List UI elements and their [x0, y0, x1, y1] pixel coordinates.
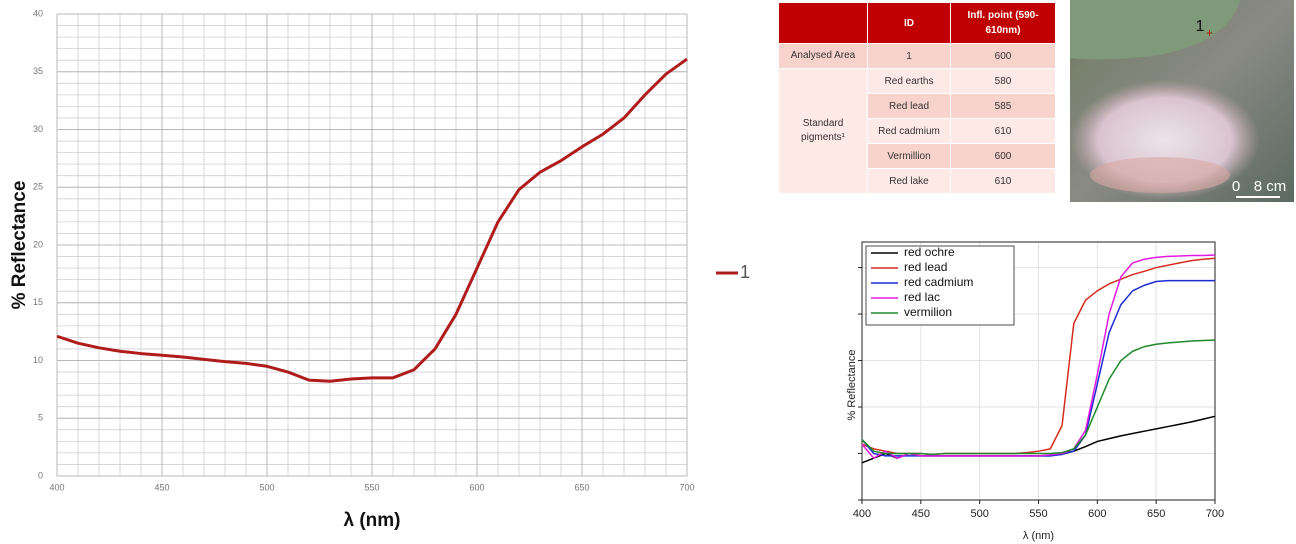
- x-tick-label: 450: [154, 482, 169, 492]
- legend-label: red lead: [904, 260, 947, 274]
- chart: 400 450 500 550 600 650 700 λ (nm) % Reflectance…: [846, 241, 1224, 542]
- x-tick-label: 650: [574, 482, 589, 492]
- x-axis-title: λ (nm): [344, 510, 401, 531]
- table-row: Red lake 610: [779, 168, 1056, 194]
- table-cell: 610: [950, 118, 1056, 144]
- legend-label: red ochre: [904, 245, 955, 259]
- pigment-table: ID Infl. point (590-610nm) Analysed Area 1 6…: [778, 2, 1056, 194]
- y-tick-label: 10: [33, 355, 43, 365]
- x-tick-label: 500: [259, 482, 274, 492]
- table-cell: Vermillion: [867, 143, 951, 169]
- marker-label: 1: [1196, 18, 1205, 35]
- legend-label: red cadmium: [904, 275, 973, 289]
- y-tick-label: 15: [33, 297, 43, 307]
- y-tick-label: 20: [33, 239, 43, 249]
- table-row: Vermillion 600: [779, 143, 1056, 169]
- table-cell: Red cadmium: [867, 118, 951, 144]
- table-cell: 600: [950, 43, 1056, 69]
- header-cell: Infl. point (590-610nm): [950, 2, 1056, 44]
- series-line: [861, 254, 1216, 459]
- table-cell: 610: [950, 168, 1056, 194]
- plot-frame: [861, 241, 1216, 501]
- x-axis-title: λ (nm): [1023, 530, 1054, 542]
- scale-start: 0: [1232, 178, 1240, 195]
- legend-label: vermilion: [904, 305, 952, 319]
- header-row: ID Infl. point (590-610nm): [778, 2, 1056, 44]
- marker-cross: +: [1206, 26, 1213, 40]
- table-cell: 1: [867, 43, 951, 69]
- painting: 1 + 0 8 cm: [1070, 0, 1294, 202]
- header-cell: [778, 2, 868, 44]
- table-cell: 585: [950, 93, 1056, 119]
- scale-end: 8 cm: [1254, 178, 1287, 195]
- table-cell: Red earths: [867, 68, 951, 94]
- y-axis-title: % Reflectance: [846, 350, 858, 421]
- x-tick-label: 550: [1029, 508, 1047, 520]
- table-cell: Red lake: [867, 168, 951, 194]
- x-tick-label: 600: [469, 482, 484, 492]
- y-tick-label: 30: [33, 124, 43, 134]
- group-cell: Analysed Area: [778, 43, 868, 69]
- table-row: Standard pigments¹ Red earths 580: [778, 68, 1056, 194]
- x-tick-label: 400: [853, 508, 871, 520]
- flower-base: [1090, 157, 1230, 193]
- series-line: [56, 57, 688, 383]
- leaf: [1070, 0, 1240, 60]
- legend-label: 1: [740, 262, 750, 282]
- table-cell: Red lead: [867, 93, 951, 119]
- x-tick-label: 550: [364, 482, 379, 492]
- x-tick-label: 400: [49, 482, 64, 492]
- legend-label: red lac: [904, 290, 940, 304]
- y-tick-label: 25: [33, 182, 43, 192]
- x-tick-label: 500: [970, 508, 988, 520]
- chart: 0 5 10 15 20 25 30 35 40 400 450 500 550 600 650 700 λ (…: [9, 8, 750, 531]
- x-tick-label: 650: [1147, 508, 1165, 520]
- x-tick-label: 700: [679, 482, 694, 492]
- y-axis-title: % Reflectance: [9, 181, 30, 310]
- series-line: [861, 339, 1216, 456]
- legend-box: [865, 245, 1015, 326]
- header-cell: ID: [867, 2, 951, 44]
- table-cell: 580: [950, 68, 1056, 94]
- table-cell: 600: [950, 143, 1056, 169]
- y-tick-label: 5: [38, 413, 43, 423]
- y-tick-label: 0: [38, 470, 43, 480]
- group-cell: Standard pigments¹: [778, 68, 868, 194]
- y-tick-label: 35: [33, 66, 43, 76]
- x-tick-label: 450: [912, 508, 930, 520]
- x-tick-label: 600: [1088, 508, 1106, 520]
- y-tick-label: 40: [33, 8, 43, 18]
- table-row: Red cadmium 610: [779, 118, 1056, 144]
- x-tick-label: 700: [1206, 508, 1224, 520]
- table-row: Red lead 585: [779, 93, 1056, 119]
- table-row: Analysed Area 1 600: [778, 43, 1056, 69]
